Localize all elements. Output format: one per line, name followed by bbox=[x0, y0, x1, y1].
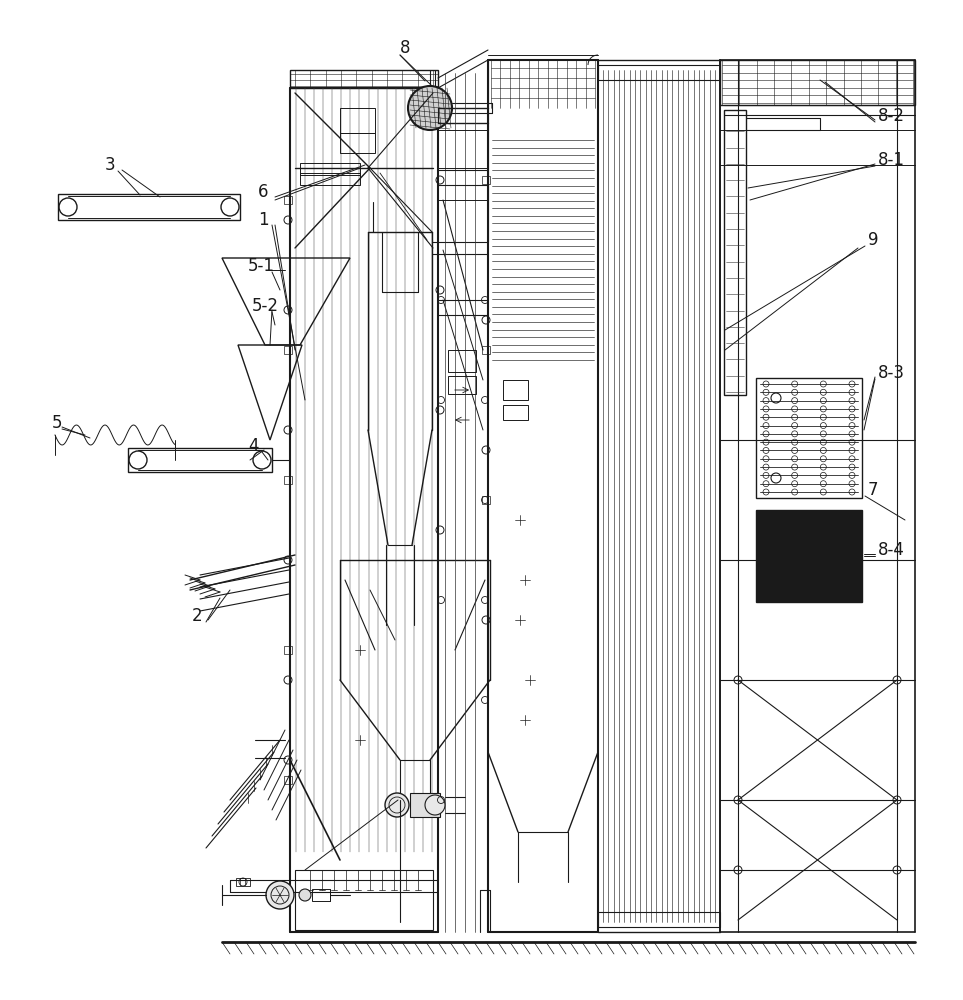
Circle shape bbox=[385, 793, 409, 817]
Text: 8-4: 8-4 bbox=[878, 541, 905, 559]
Circle shape bbox=[408, 86, 452, 130]
Bar bbox=[598, 65, 720, 80]
Bar bbox=[236, 878, 250, 886]
Circle shape bbox=[299, 889, 311, 901]
Bar bbox=[756, 378, 862, 498]
Bar bbox=[756, 510, 862, 602]
Text: 8-2: 8-2 bbox=[878, 107, 905, 125]
Bar bbox=[482, 346, 490, 354]
Bar bbox=[340, 133, 375, 153]
Circle shape bbox=[425, 795, 445, 815]
Bar bbox=[284, 346, 292, 354]
Bar bbox=[448, 376, 476, 394]
Bar bbox=[58, 194, 240, 220]
Bar bbox=[284, 646, 292, 654]
Bar bbox=[284, 196, 292, 204]
Text: 5-2: 5-2 bbox=[252, 297, 279, 315]
Text: 6: 6 bbox=[258, 183, 269, 201]
Text: 3: 3 bbox=[105, 156, 116, 174]
Text: 2: 2 bbox=[192, 607, 202, 625]
Text: 8-1: 8-1 bbox=[878, 151, 905, 169]
Text: 5: 5 bbox=[52, 414, 63, 432]
Bar bbox=[598, 912, 720, 927]
Bar bbox=[340, 108, 375, 133]
Bar bbox=[128, 448, 272, 472]
Circle shape bbox=[266, 881, 294, 909]
Bar bbox=[295, 870, 433, 930]
Bar bbox=[312, 889, 330, 901]
Text: 5-1: 5-1 bbox=[248, 257, 275, 275]
Text: 8-3: 8-3 bbox=[878, 364, 905, 382]
Bar bbox=[300, 163, 360, 175]
Bar bbox=[503, 380, 528, 400]
Bar bbox=[284, 476, 292, 484]
Bar bbox=[482, 496, 490, 504]
Bar bbox=[482, 176, 490, 184]
Text: 7: 7 bbox=[868, 481, 878, 499]
Bar bbox=[410, 793, 440, 817]
Bar bbox=[448, 350, 476, 372]
Bar bbox=[290, 70, 438, 88]
Bar bbox=[503, 405, 528, 420]
Bar bbox=[724, 110, 746, 395]
Text: 8: 8 bbox=[400, 39, 410, 57]
Bar bbox=[300, 173, 360, 185]
Text: 1: 1 bbox=[258, 211, 269, 229]
Bar bbox=[284, 776, 292, 784]
Text: 9: 9 bbox=[868, 231, 878, 249]
Text: 4: 4 bbox=[248, 437, 258, 455]
Bar bbox=[720, 60, 915, 105]
